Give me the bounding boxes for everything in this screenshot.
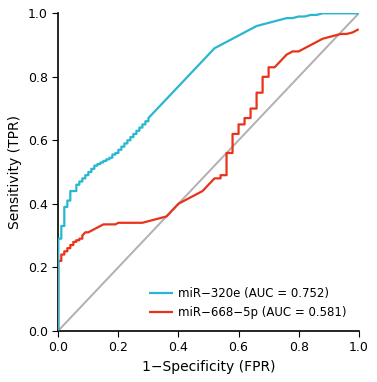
miR−668−5p (AUC = 0.581) bbox=[218, 173, 223, 178]
miR−320e (AUC = 0.752) bbox=[357, 11, 361, 16]
miR−668−5p (AUC = 0.581) bbox=[230, 151, 235, 155]
miR−320e (AUC = 0.752) bbox=[56, 329, 61, 333]
miR−320e (AUC = 0.752) bbox=[302, 14, 307, 19]
miR−320e (AUC = 0.752) bbox=[92, 163, 97, 168]
Y-axis label: Sensitivity (TPR): Sensitivity (TPR) bbox=[8, 115, 22, 229]
Legend: miR−320e (AUC = 0.752), miR−668−5p (AUC = 0.581): miR−320e (AUC = 0.752), miR−668−5p (AUC … bbox=[143, 281, 353, 325]
miR−320e (AUC = 0.752) bbox=[86, 170, 90, 174]
miR−320e (AUC = 0.752) bbox=[339, 11, 343, 16]
X-axis label: 1−Specificity (FPR): 1−Specificity (FPR) bbox=[142, 360, 275, 374]
miR−668−5p (AUC = 0.581) bbox=[357, 27, 361, 31]
Line: miR−320e (AUC = 0.752): miR−320e (AUC = 0.752) bbox=[58, 13, 359, 331]
miR−320e (AUC = 0.752) bbox=[56, 300, 61, 304]
miR−320e (AUC = 0.752) bbox=[125, 141, 130, 146]
miR−668−5p (AUC = 0.581) bbox=[218, 176, 223, 181]
miR−668−5p (AUC = 0.581) bbox=[56, 329, 61, 333]
miR−668−5p (AUC = 0.581) bbox=[302, 46, 307, 50]
miR−668−5p (AUC = 0.581) bbox=[236, 122, 241, 127]
miR−320e (AUC = 0.752) bbox=[320, 11, 325, 16]
Line: miR−668−5p (AUC = 0.581): miR−668−5p (AUC = 0.581) bbox=[58, 29, 359, 331]
miR−668−5p (AUC = 0.581) bbox=[146, 219, 151, 223]
